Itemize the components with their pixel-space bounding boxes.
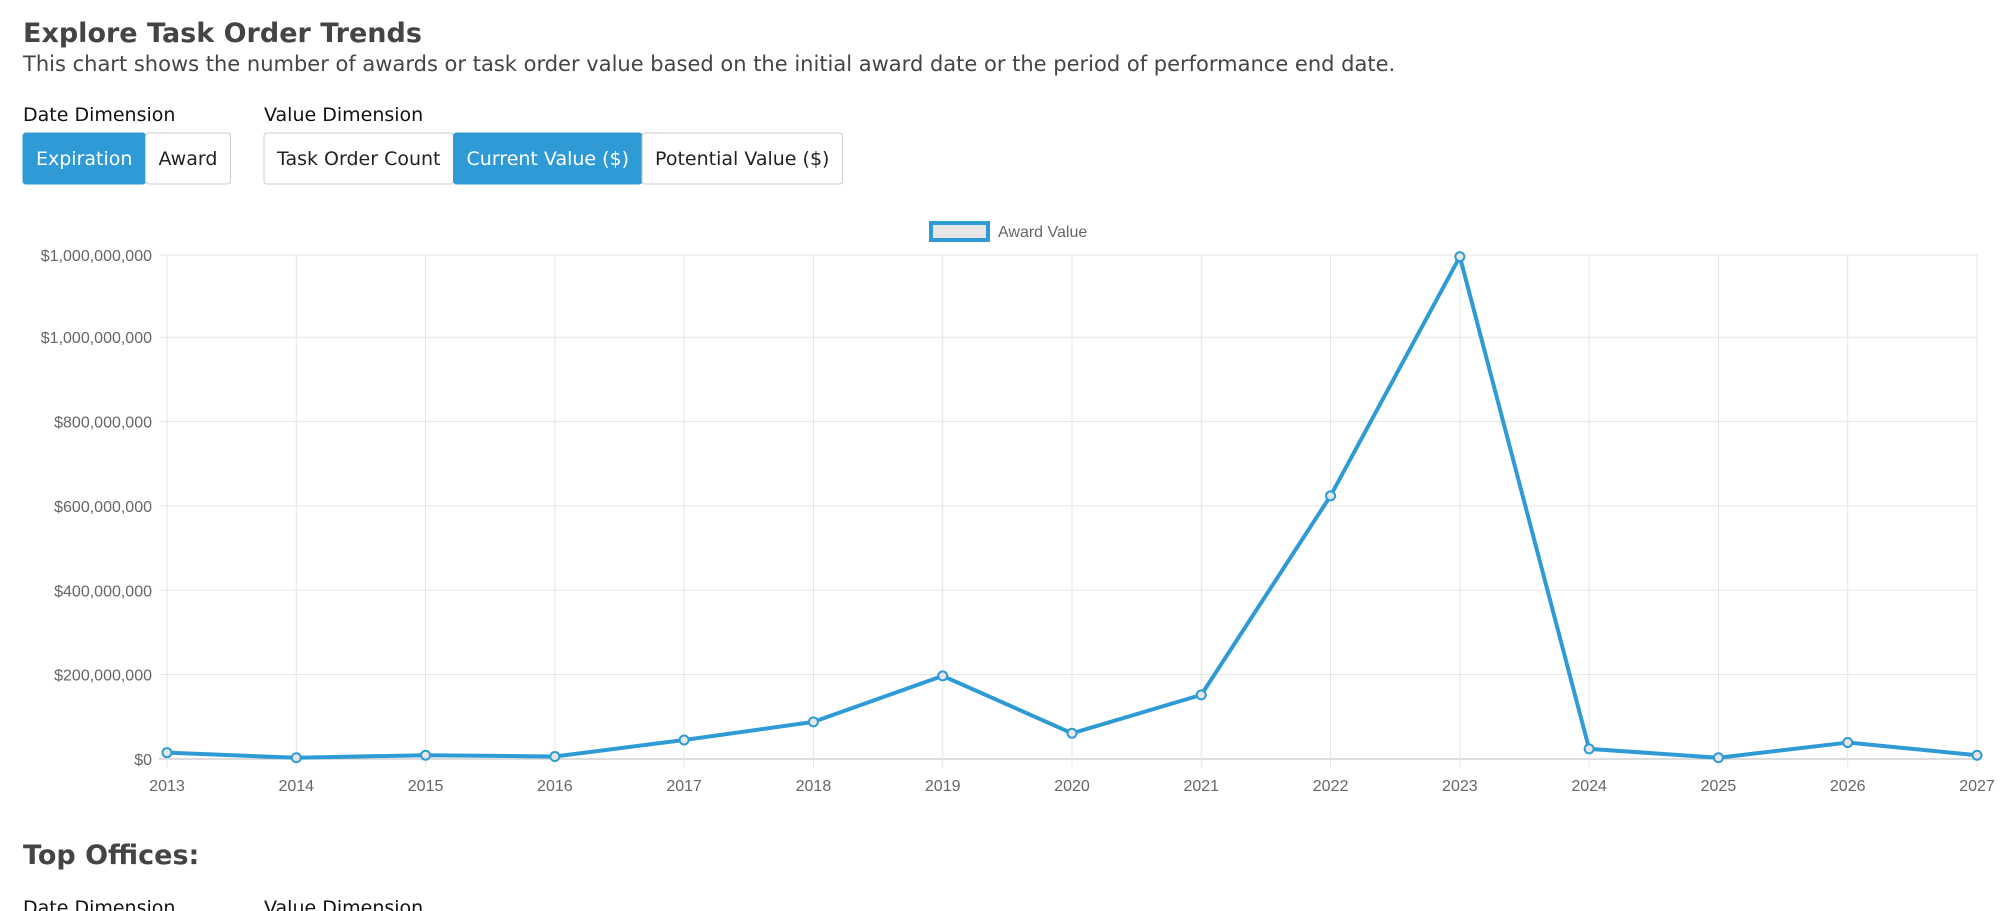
data-point [1195, 689, 1207, 701]
y-tick-label: $800,000,000 [54, 415, 152, 432]
data-point [549, 750, 561, 762]
section-title: Top Offices: [23, 840, 199, 871]
data-point [1454, 251, 1466, 263]
data-point [1066, 727, 1078, 739]
x-tick-label: 2022 [1313, 778, 1349, 795]
button-label[interactable]: Task Order Count [276, 148, 441, 170]
data-point [1842, 737, 1854, 749]
data-point [420, 749, 432, 761]
x-tick-label: 2014 [278, 778, 314, 795]
y-tick-label: $400,000,000 [54, 583, 152, 600]
control-label: Value Dimension [264, 897, 423, 911]
legend-swatch [929, 221, 990, 242]
data-point [1583, 743, 1595, 755]
y-tick-label: $1,000,000,000 [41, 330, 152, 347]
x-tick-label: 2027 [1959, 778, 1995, 795]
toggle-button[interactable] [144, 132, 231, 185]
control-label: Date Dimension [23, 897, 175, 911]
data-point [161, 747, 173, 759]
control-label: Value Dimension [264, 104, 423, 126]
data-point [1712, 752, 1724, 764]
y-tick-label: $1,000,000,000 [41, 248, 152, 265]
button-label[interactable]: Expiration [36, 148, 132, 170]
x-tick-label: 2021 [1183, 778, 1219, 795]
x-tick-label: 2015 [408, 778, 444, 795]
x-tick-label: 2023 [1442, 778, 1478, 795]
button-label[interactable]: Current Value ($) [467, 148, 630, 170]
x-tick-label: 2020 [1054, 778, 1090, 795]
x-tick-label: 2019 [925, 778, 961, 795]
x-tick-label: 2016 [537, 778, 573, 795]
data-point [1325, 490, 1337, 502]
x-tick-label: 2013 [149, 778, 185, 795]
data-point [678, 734, 690, 746]
x-tick-label: 2018 [796, 778, 832, 795]
y-tick-label: $600,000,000 [54, 499, 152, 516]
legend-label: Award Value [998, 224, 1087, 241]
y-tick-label: $200,000,000 [54, 668, 152, 685]
x-tick-label: 2017 [666, 778, 702, 795]
y-tick-label: $0 [134, 752, 152, 769]
button-label[interactable]: Award [158, 148, 217, 170]
data-point [937, 670, 949, 682]
data-point [290, 752, 302, 764]
data-point [1971, 749, 1983, 761]
button-label[interactable]: Potential Value ($) [655, 148, 829, 170]
x-tick-label: 2025 [1701, 778, 1737, 795]
control-label: Date Dimension [23, 104, 175, 126]
data-point [807, 716, 819, 728]
x-tick-label: 2024 [1571, 778, 1607, 795]
description: This chart shows the number of awards or… [22, 52, 1395, 76]
x-tick-label: 2026 [1830, 778, 1866, 795]
page-title: Explore Task Order Trends [23, 18, 422, 49]
toggle-button[interactable] [641, 132, 843, 185]
